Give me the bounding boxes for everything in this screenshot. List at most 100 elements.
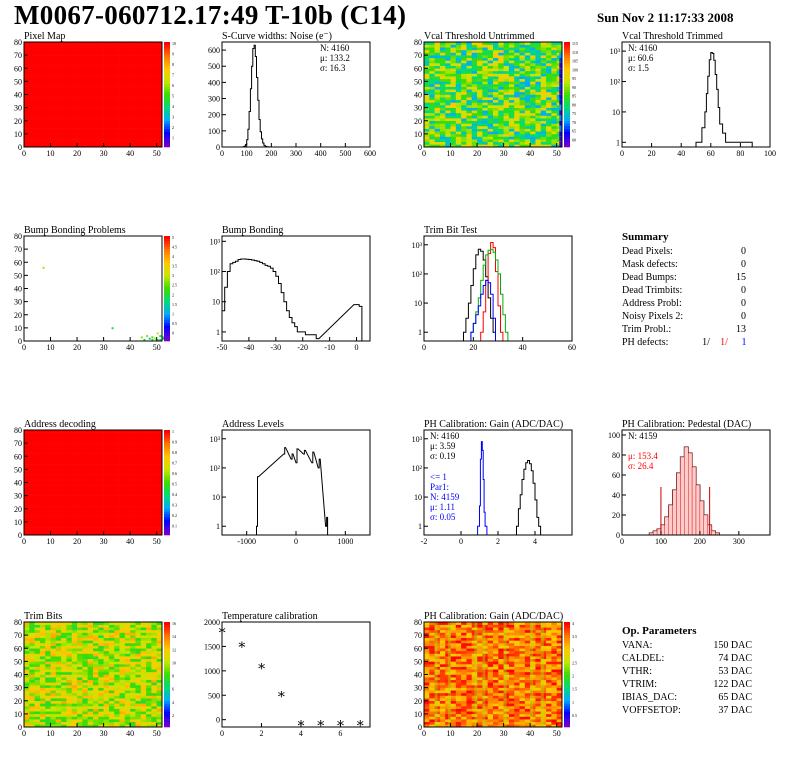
heatmap-cell: [124, 532, 131, 536]
heatmap-cell: [487, 65, 494, 69]
palette-tick-label: 0: [172, 330, 174, 335]
heatmap-cell: [103, 44, 110, 48]
heatmap-cell: [24, 532, 30, 536]
heatmap-cell: [135, 435, 142, 439]
heatmap-cell: [93, 123, 99, 127]
heatmap-cell: [108, 464, 115, 468]
heatmap-cell: [55, 716, 62, 720]
heatmap-cell: [535, 68, 542, 72]
heatmap-cell: [34, 527, 41, 531]
heatmap-cell: [135, 632, 142, 636]
heatmap-cell: [429, 679, 435, 683]
heatmap-cell: [450, 133, 457, 137]
heatmap-cell: [530, 70, 536, 74]
heatmap-cell: [124, 669, 131, 673]
heatmap-cell: [29, 97, 35, 101]
palette-cell: [564, 91, 570, 95]
heatmap-cell: [146, 706, 152, 709]
heatmap-cell: [551, 144, 557, 148]
heatmap-cell: [493, 57, 499, 61]
heatmap-cell: [108, 469, 115, 473]
heatmap-cell: [508, 42, 515, 45]
heatmap-cell: [146, 671, 152, 675]
heatmap-cell: [98, 112, 104, 116]
heatmap-cell: [50, 118, 57, 122]
stats-line: σ: 16.3: [320, 63, 346, 73]
heatmap-cell: [55, 516, 62, 520]
heatmap-cell: [66, 719, 73, 723]
heatmap-cell: [487, 76, 494, 80]
heatmap-cell: [87, 432, 94, 436]
heatmap-cell: [119, 671, 126, 675]
heatmap-cell: [156, 521, 163, 525]
heatmap-cell: [108, 532, 115, 536]
heatmap-cell: [119, 719, 126, 723]
heatmap-cell: [66, 57, 73, 61]
histogram-bar: [680, 456, 685, 536]
heatmap-cell: [103, 656, 110, 660]
heatmap-cell: [82, 719, 88, 723]
heatmap-cell: [34, 524, 41, 528]
heatmap-cell: [130, 123, 136, 127]
heatmap-cell: [66, 68, 73, 72]
heatmap-cell: [114, 645, 120, 649]
palette-tick-label: 65: [572, 129, 576, 134]
heatmap-cell: [154, 337, 156, 340]
heatmap-cell: [156, 60, 163, 64]
heatmap-cell: [77, 479, 83, 483]
heatmap-cell: [93, 635, 99, 639]
heatmap-cell: [524, 60, 531, 64]
heatmap-cell: [487, 123, 494, 127]
heatmap-cell: [29, 493, 35, 496]
heatmap-cell: [98, 669, 104, 673]
heatmap-cell: [45, 687, 51, 691]
heatmap-cell: [151, 708, 157, 712]
heatmap-cell: [39, 503, 46, 507]
heatmap-cell: [156, 105, 163, 108]
heatmap-cell: [535, 89, 542, 93]
heatmap-cell: [151, 448, 157, 452]
heatmap-cell: [98, 432, 104, 436]
heatmap-cell: [34, 482, 41, 486]
heatmap-cell: [455, 99, 462, 103]
heatmap-cell: [146, 719, 152, 723]
panel-bump-bonding-problems: Bump Bonding Problems00.511.522.533.544.…: [14, 225, 177, 352]
heatmap-cell: [34, 624, 41, 628]
heatmap-cell: [93, 664, 99, 667]
heatmap-cell: [514, 136, 520, 140]
heatmap-cell: [119, 679, 126, 683]
heatmap-cell: [439, 133, 446, 137]
heatmap-cell: [45, 514, 51, 517]
heatmap-cell: [130, 52, 136, 56]
heatmap-cell: [61, 73, 67, 77]
heatmap-cell: [434, 653, 441, 657]
heatmap-cell: [93, 435, 99, 439]
heatmap-cell: [77, 118, 83, 122]
heatmap-cell: [140, 68, 147, 72]
heatmap-cell: [55, 102, 62, 106]
heatmap-cell: [61, 671, 67, 675]
y-tick-label: 10: [414, 130, 422, 139]
heatmap-cell: [98, 719, 104, 723]
heatmap-cell: [466, 73, 473, 77]
heatmap-cell: [503, 60, 510, 64]
heatmap-cell: [98, 139, 104, 143]
heatmap-cell: [87, 514, 94, 517]
heatmap-cell: [530, 112, 536, 116]
heatmap-cell: [61, 529, 67, 533]
heatmap-cell: [519, 144, 526, 148]
heatmap-cell: [455, 107, 462, 111]
heatmap-cell: [98, 653, 104, 657]
heatmap-cell: [124, 57, 131, 61]
heatmap-cell: [103, 653, 110, 657]
heatmap-cell: [77, 451, 83, 454]
heatmap-cell: [55, 70, 62, 74]
heatmap-cell: [55, 120, 62, 124]
x-tick-label: 0: [22, 343, 26, 352]
heatmap-cell: [98, 495, 104, 499]
heatmap-cell: [455, 47, 462, 51]
heatmap-cell: [424, 115, 430, 119]
heatmap-cell: [146, 643, 152, 646]
heatmap-cell: [135, 70, 142, 74]
